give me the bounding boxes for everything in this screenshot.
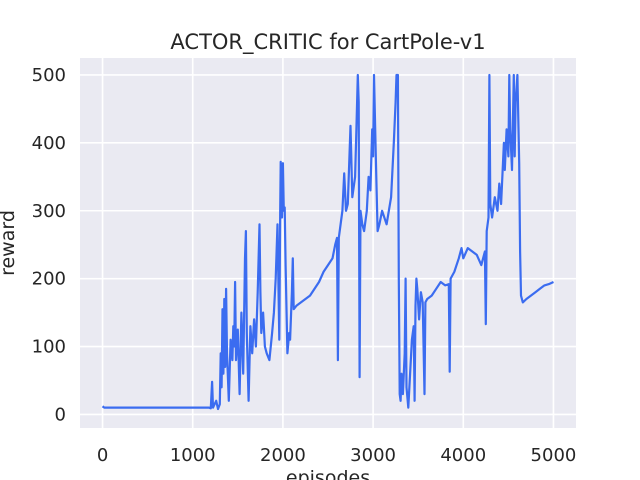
y-tick-label: 100 [32, 337, 66, 358]
y-tick-label: 200 [32, 269, 66, 290]
y-tick-label: 300 [32, 201, 66, 222]
x-axis-label: episodes [286, 467, 370, 480]
y-tick-label: 0 [55, 404, 66, 425]
x-tick-label: 4000 [440, 445, 486, 466]
x-tick-label: 2000 [260, 445, 306, 466]
y-axis-label: reward [0, 210, 19, 276]
x-tick-label: 5000 [531, 445, 577, 466]
y-tick-label: 400 [32, 133, 66, 154]
x-tick-label: 3000 [350, 445, 396, 466]
chart-title: ACTOR_CRITIC for CartPole-v1 [170, 30, 485, 55]
y-tick-label: 500 [32, 65, 66, 86]
x-tick-label: 1000 [170, 445, 216, 466]
x-tick-labels: 0 1000 2000 3000 4000 5000 [97, 445, 577, 466]
plot-background [80, 58, 576, 428]
x-tick-label: 0 [97, 445, 108, 466]
y-tick-labels: 0 100 200 300 400 500 [32, 65, 66, 425]
reward-series-line-0 [101, 73, 554, 411]
series-group [101, 73, 554, 411]
